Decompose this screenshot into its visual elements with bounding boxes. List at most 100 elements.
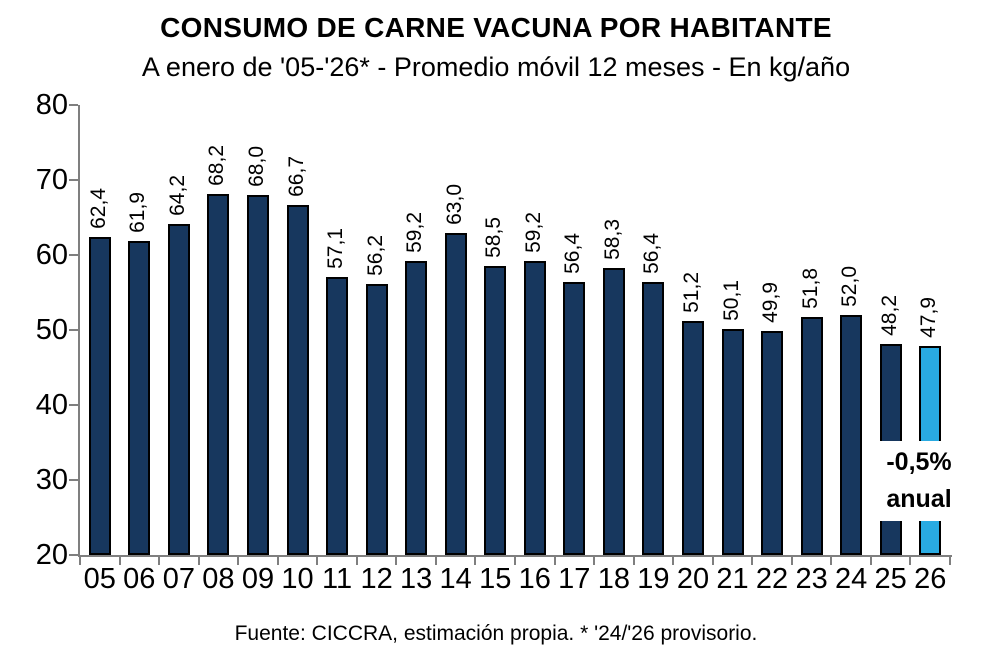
bar-value-label: 68,2 — [205, 144, 229, 186]
x-axis-label: 10 — [281, 563, 314, 595]
bar-value-label: 51,2 — [679, 272, 703, 313]
bar-value-label: 56,2 — [363, 234, 387, 276]
x-axis-label: 19 — [637, 563, 670, 595]
x-axis-label: 26 — [914, 563, 947, 595]
bar-12 — [365, 283, 388, 555]
x-axis-label: 15 — [479, 563, 512, 595]
bar-value-label: 51,8 — [798, 267, 822, 309]
x-axis-label: 21 — [716, 563, 749, 595]
plot-area: -0,5% anual 20 30 40 50 60 70 80 62,4 05 61,9 06 64… — [36, 89, 972, 595]
bar-value-label: 63,0 — [442, 183, 466, 225]
chart-title: CONSUMO DE CARNE VACUNA POR HABITANTE — [160, 12, 832, 43]
bar-15 — [484, 266, 507, 555]
bar-value-label: 48,2 — [877, 294, 901, 336]
bar-14 — [444, 232, 467, 555]
bar-value-label: 64,2 — [165, 174, 189, 216]
y-axis-tick — [69, 254, 78, 256]
bar-24 — [840, 315, 863, 555]
bar-05 — [88, 237, 111, 555]
bar-20 — [681, 321, 704, 555]
y-axis-label: 80 — [35, 89, 68, 121]
y-axis-tick — [69, 104, 78, 106]
x-axis-label: 05 — [83, 563, 116, 595]
x-axis-tick — [830, 557, 833, 565]
x-axis-line — [78, 555, 952, 557]
bar-value-label: 59,2 — [403, 212, 427, 253]
bar-22 — [761, 330, 784, 555]
x-axis-tick — [158, 557, 161, 565]
bar-08 — [207, 193, 230, 555]
bar-value-label: 56,4 — [640, 233, 664, 274]
x-axis-label: 13 — [399, 563, 433, 595]
x-axis-label: 20 — [676, 563, 710, 595]
x-axis-tick — [751, 557, 754, 565]
x-axis-tick — [869, 557, 872, 565]
bar-17 — [563, 282, 586, 555]
y-axis-label: 70 — [35, 164, 68, 196]
x-axis-label: 14 — [439, 563, 472, 595]
x-axis-tick — [237, 557, 240, 565]
bar-18 — [602, 267, 625, 555]
bar-value-label: 56,4 — [561, 233, 585, 274]
y-axis-label: 40 — [35, 389, 68, 421]
x-axis-tick — [790, 557, 793, 565]
bar-value-label: 47,9 — [917, 296, 941, 338]
x-axis-label: 18 — [597, 563, 630, 595]
x-axis-tick — [474, 557, 477, 565]
bar-value-label: 58,3 — [600, 218, 624, 260]
x-axis-tick — [949, 557, 951, 565]
bar-value-label: 66,7 — [284, 155, 308, 197]
bar-value-label: 62,4 — [86, 188, 110, 229]
y-axis-label: 20 — [35, 539, 68, 571]
chart-subtitle: A enero de '05-'26* - Promedio móvil 12 … — [141, 52, 851, 82]
x-axis-label: 17 — [558, 563, 591, 595]
bar-07 — [167, 223, 190, 555]
x-axis-label: 06 — [123, 563, 156, 595]
annotation-line1: -0,5% — [886, 448, 952, 476]
x-axis-tick — [434, 557, 437, 565]
bar-19 — [642, 282, 665, 555]
y-axis-tick — [69, 329, 78, 331]
x-axis-tick — [514, 557, 516, 565]
x-axis-tick — [711, 557, 714, 565]
bar-23 — [800, 316, 823, 555]
x-axis-tick — [395, 557, 398, 565]
x-axis-tick — [276, 557, 279, 565]
x-axis-tick — [632, 557, 635, 565]
x-axis-tick — [672, 557, 675, 565]
bar-09 — [246, 195, 269, 555]
bar-06 — [128, 240, 151, 555]
x-axis-tick — [79, 557, 81, 565]
y-axis-label: 50 — [35, 314, 68, 346]
bar-value-label: 58,5 — [482, 217, 506, 259]
x-axis-label: 07 — [162, 563, 195, 595]
y-axis-tick — [69, 179, 78, 181]
annotation-line2: anual — [886, 485, 952, 513]
bar-value-label: 68,0 — [244, 146, 268, 187]
x-axis-label: 16 — [518, 563, 551, 595]
bar-value-label: 50,1 — [719, 280, 743, 322]
annotation-box: -0,5% anual — [866, 441, 972, 521]
y-axis-line — [78, 105, 80, 557]
y-axis-tick — [69, 479, 78, 481]
x-axis-tick — [355, 557, 358, 565]
bar-value-label: 61,9 — [126, 191, 150, 233]
x-axis-label: 08 — [202, 563, 235, 595]
x-axis-label: 24 — [834, 563, 868, 595]
bar-10 — [286, 204, 309, 555]
bar-16 — [523, 261, 546, 555]
bar-21 — [721, 329, 744, 555]
y-axis-tick — [69, 554, 78, 556]
bar-13 — [405, 261, 428, 555]
y-axis-label: 60 — [35, 239, 68, 271]
bar-value-label: 57,1 — [324, 227, 348, 269]
x-axis-tick — [593, 557, 596, 565]
bar-value-label: 52,0 — [838, 266, 862, 307]
x-axis-tick — [553, 557, 556, 565]
x-axis-label: 11 — [321, 563, 353, 595]
x-axis-label: 22 — [755, 563, 789, 595]
y-axis-label: 30 — [35, 464, 68, 496]
y-axis-tick — [69, 404, 78, 406]
bar-value-label: 49,9 — [759, 281, 783, 323]
bar-value-label: 59,2 — [521, 212, 545, 253]
